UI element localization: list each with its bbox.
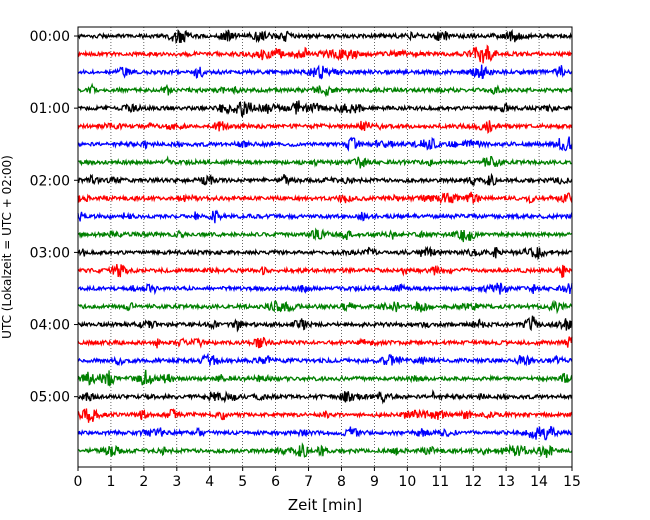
trace-0530 — [77, 425, 573, 441]
trace-0315 — [77, 263, 573, 278]
trace-0130 — [77, 136, 573, 152]
axes-frame — [77, 26, 573, 468]
seismogram-traces — [77, 28, 573, 458]
trace-0430 — [77, 352, 573, 367]
trace-0000 — [77, 28, 573, 45]
y-tick-label-0500: 05:00 — [30, 390, 70, 406]
x-tick-label-8: 8 — [337, 474, 346, 490]
x-tick-label-12: 12 — [464, 474, 482, 490]
trace-0215 — [77, 191, 573, 205]
vertical-grid-lines — [110, 27, 540, 467]
y-tick-label-0200: 02:00 — [30, 173, 70, 189]
trace-0500 — [77, 389, 573, 405]
x-tick-label-0: 0 — [74, 474, 83, 490]
trace-0030 — [77, 64, 573, 80]
x-tick-label-2: 2 — [139, 474, 148, 490]
x-tick-label-14: 14 — [530, 474, 548, 490]
trace-0345 — [77, 299, 573, 315]
y-axis-ticks: 00:00 01:00 02:00 03:00 04:00 05:00 — [30, 29, 78, 406]
x-axis-label: Zeit [min] — [288, 496, 362, 514]
x-tick-label-9: 9 — [370, 474, 379, 490]
y-tick-label-0400: 04:00 — [30, 318, 70, 334]
trace-0330 — [77, 282, 573, 296]
trace-0230 — [77, 209, 573, 224]
trace-0300 — [77, 245, 573, 261]
x-tick-label-13: 13 — [497, 474, 515, 490]
x-axis-ticks: 0 1 2 3 4 5 6 7 8 9 10 11 12 13 14 15 — [74, 467, 581, 490]
trace-0245 — [77, 227, 573, 243]
y-tick-label-0100: 01:00 — [30, 101, 70, 117]
y-tick-label-0000: 00:00 — [30, 29, 70, 45]
trace-0545 — [77, 442, 573, 458]
trace-0445 — [77, 369, 573, 387]
trace-0145 — [77, 155, 573, 169]
x-tick-label-3: 3 — [172, 474, 181, 490]
x-tick-label-5: 5 — [238, 474, 247, 490]
x-tick-label-10: 10 — [398, 474, 416, 490]
trace-0515 — [77, 408, 573, 423]
x-tick-label-7: 7 — [304, 474, 313, 490]
trace-0415 — [77, 336, 573, 349]
trace-0200 — [77, 172, 573, 187]
trace-0045 — [77, 82, 573, 98]
x-tick-label-15: 15 — [563, 474, 581, 490]
y-tick-label-0300: 03:00 — [30, 245, 70, 261]
trace-0115 — [77, 120, 573, 135]
x-tick-label-1: 1 — [106, 474, 115, 490]
y-axis-label: UTC (Lokalzeit = UTC + 02:00) — [0, 155, 14, 339]
trace-0400 — [77, 315, 573, 333]
trace-0015 — [77, 44, 573, 64]
trace-0100 — [77, 100, 573, 118]
x-tick-label-6: 6 — [271, 474, 280, 490]
x-tick-label-4: 4 — [205, 474, 214, 490]
x-tick-label-11: 11 — [431, 474, 449, 490]
